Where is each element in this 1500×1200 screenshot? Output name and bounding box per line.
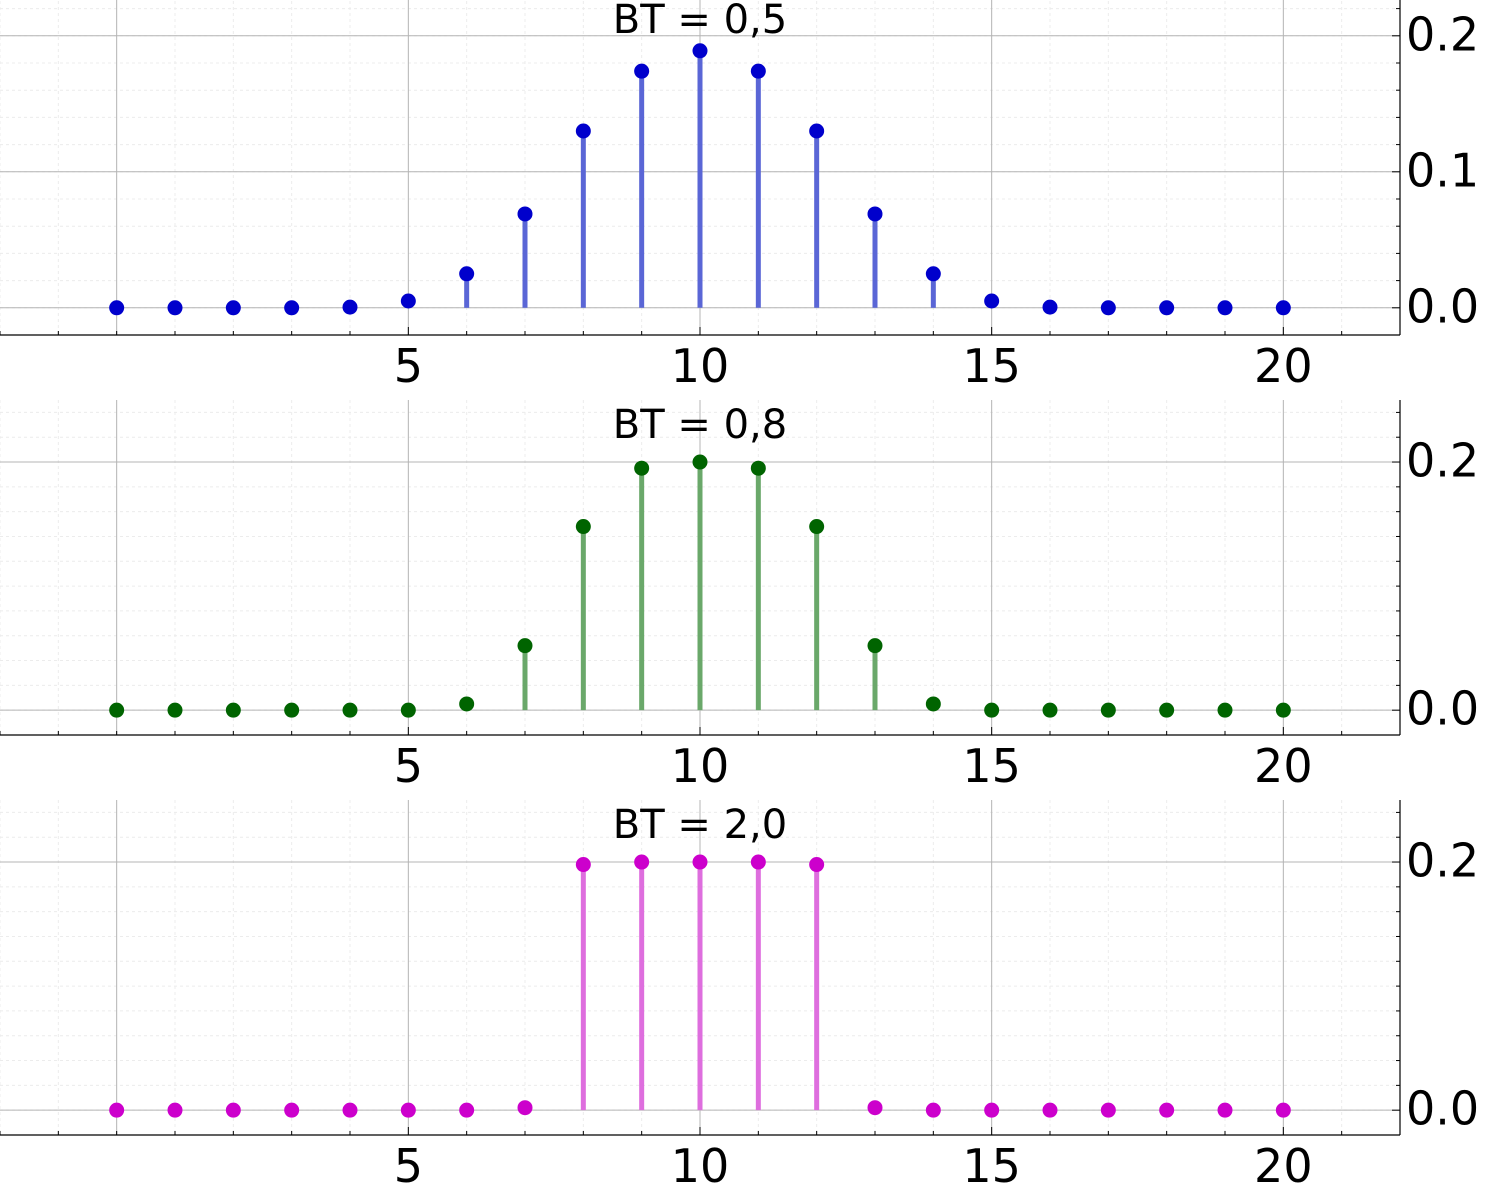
- x-tick-label: 5: [394, 1139, 423, 1193]
- data-point: [517, 638, 533, 654]
- y-tick-label: 0.0: [1406, 682, 1479, 736]
- data-point: [459, 266, 475, 282]
- data-point: [342, 702, 358, 718]
- data-point: [634, 854, 650, 870]
- data-point: [1159, 1102, 1175, 1118]
- data-point: [984, 1102, 1000, 1118]
- panel-1: 5 10 15 20 0.0 0.1 0.2 BT = 0,5: [0, 0, 1479, 393]
- data-point: [167, 1102, 183, 1118]
- x-tick-label: 10: [671, 1139, 730, 1193]
- data-point: [984, 293, 1000, 309]
- x-tick-label: 10: [671, 339, 730, 393]
- y-tick-label: 0.0: [1406, 1082, 1479, 1136]
- data-point: [692, 454, 708, 470]
- data-point: [634, 63, 650, 79]
- data-point: [1100, 300, 1116, 316]
- data-point: [575, 857, 591, 873]
- data-point: [284, 702, 300, 718]
- data-point: [225, 1102, 241, 1118]
- x-tick-label: 15: [962, 739, 1021, 793]
- x-tick-label: 5: [394, 339, 423, 393]
- x-tick-label: 20: [1254, 339, 1313, 393]
- data-point: [517, 206, 533, 222]
- y-tick-label: 0.2: [1406, 7, 1479, 61]
- x-tick-label: 5: [394, 739, 423, 793]
- data-point: [1217, 1102, 1233, 1118]
- x-tick-label: 15: [962, 1139, 1021, 1193]
- data-point: [750, 854, 766, 870]
- data-point: [750, 460, 766, 476]
- data-point: [1159, 702, 1175, 718]
- data-point: [867, 638, 883, 654]
- data-point: [109, 300, 125, 316]
- data-point: [809, 123, 825, 139]
- data-point: [1100, 1102, 1116, 1118]
- data-point: [225, 702, 241, 718]
- data-point: [167, 702, 183, 718]
- data-point: [400, 293, 416, 309]
- data-point: [1217, 300, 1233, 316]
- data-point: [1042, 299, 1058, 315]
- data-point: [925, 266, 941, 282]
- data-point: [692, 854, 708, 870]
- data-point: [1275, 702, 1291, 718]
- data-point: [517, 1100, 533, 1116]
- data-point: [750, 63, 766, 79]
- data-point: [342, 299, 358, 315]
- chart-title: BT = 0,5: [613, 0, 787, 43]
- data-point: [167, 300, 183, 316]
- data-point: [1100, 702, 1116, 718]
- data-point: [109, 1102, 125, 1118]
- x-tick-label: 15: [962, 339, 1021, 393]
- chart-title: BT = 2,0: [613, 802, 787, 848]
- y-tick-label: 0.0: [1406, 279, 1479, 333]
- data-point: [925, 1102, 941, 1118]
- data-point: [284, 300, 300, 316]
- data-point: [342, 1102, 358, 1118]
- x-tick-label: 20: [1254, 739, 1313, 793]
- data-point: [109, 702, 125, 718]
- data-point: [1217, 702, 1233, 718]
- data-point: [809, 857, 825, 873]
- x-tick-label: 20: [1254, 1139, 1313, 1193]
- data-point: [984, 702, 1000, 718]
- chart-title: BT = 0,8: [613, 402, 787, 448]
- x-tick-label: 10: [671, 739, 730, 793]
- data-point: [575, 519, 591, 535]
- data-point: [1275, 1102, 1291, 1118]
- y-tick-label: 0.2: [1406, 434, 1479, 488]
- data-point: [575, 123, 591, 139]
- panel-3: 5 10 15 20 0.0 0.2 BT = 2,0: [0, 800, 1479, 1193]
- data-point: [1042, 1102, 1058, 1118]
- data-point: [634, 460, 650, 476]
- data-point: [459, 1102, 475, 1118]
- data-point: [1159, 300, 1175, 316]
- data-point: [692, 43, 708, 59]
- data-point: [225, 300, 241, 316]
- data-point: [925, 696, 941, 712]
- y-tick-label: 0.2: [1406, 834, 1479, 888]
- data-point: [459, 696, 475, 712]
- y-tick-label: 0.1: [1406, 143, 1479, 197]
- data-point: [867, 206, 883, 222]
- data-point: [809, 519, 825, 535]
- data-point: [1275, 300, 1291, 316]
- data-point: [867, 1100, 883, 1116]
- data-point: [284, 1102, 300, 1118]
- data-point: [1042, 702, 1058, 718]
- panel-2: 5 10 15 20 0.0 0.2 BT = 0,8: [0, 400, 1479, 793]
- data-point: [400, 702, 416, 718]
- data-point: [400, 1102, 416, 1118]
